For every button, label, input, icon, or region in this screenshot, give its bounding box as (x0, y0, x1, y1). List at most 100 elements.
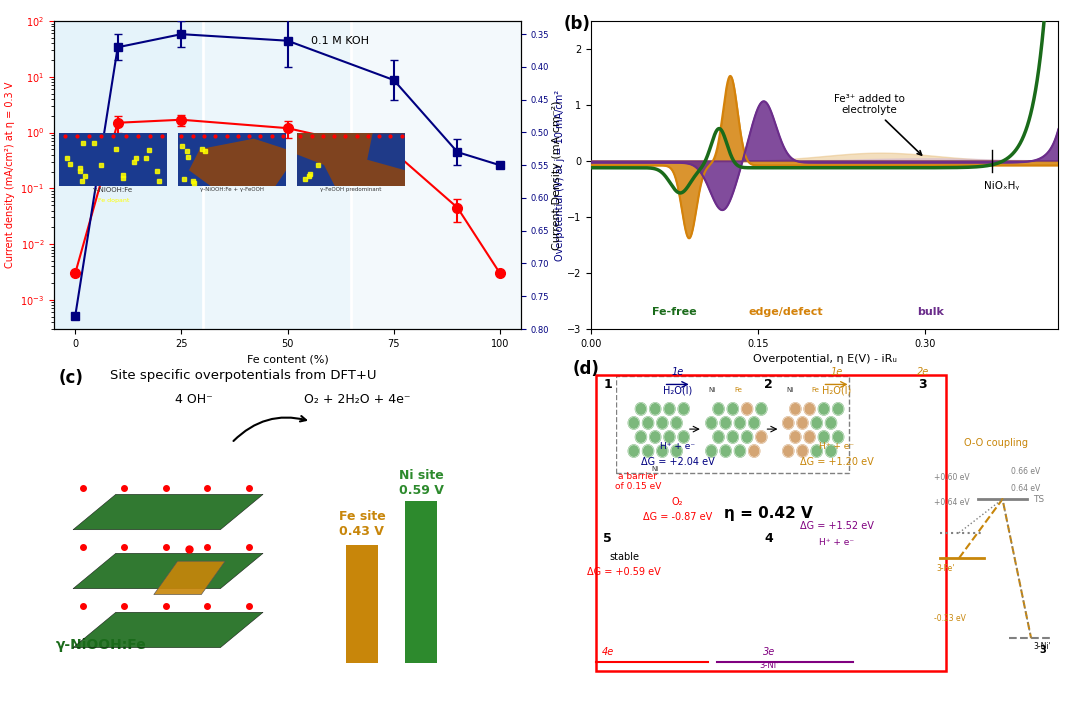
Circle shape (805, 431, 815, 443)
Text: Fe dopant: Fe dopant (97, 197, 130, 203)
Circle shape (783, 417, 794, 429)
Text: ΔG = +2.04 eV: ΔG = +2.04 eV (640, 456, 715, 467)
Circle shape (819, 403, 829, 415)
Text: NiOₓHᵧ: NiOₓHᵧ (984, 181, 1020, 191)
Text: 0.64 eV: 0.64 eV (1011, 484, 1040, 493)
Text: 2: 2 (765, 378, 773, 390)
Text: Site specific overpotentials from DFT+U: Site specific overpotentials from DFT+U (110, 369, 377, 382)
Text: Fe site
0.43 V: Fe site 0.43 V (338, 510, 386, 538)
Text: 1: 1 (604, 378, 612, 390)
Circle shape (635, 431, 647, 443)
Circle shape (756, 403, 767, 415)
Bar (351, 21, 522, 329)
Circle shape (678, 403, 689, 415)
Circle shape (819, 431, 829, 443)
Text: edge/defect: edge/defect (748, 307, 823, 317)
Text: Ni: Ni (651, 466, 659, 472)
Text: (c): (c) (58, 369, 83, 387)
Circle shape (720, 417, 731, 429)
Circle shape (727, 403, 739, 415)
Text: a barrier
of 0.15 eV: a barrier of 0.15 eV (615, 472, 661, 491)
Circle shape (825, 445, 837, 457)
Text: 5: 5 (604, 531, 612, 545)
Text: 2e: 2e (917, 367, 929, 377)
Text: 4 OH⁻: 4 OH⁻ (175, 393, 213, 406)
Text: Fe-free: Fe-free (652, 307, 697, 317)
Text: -0.23 eV: -0.23 eV (934, 614, 967, 623)
Text: bulk: bulk (917, 307, 944, 317)
Circle shape (805, 403, 815, 415)
Circle shape (783, 445, 794, 457)
Bar (346, 545, 378, 663)
Circle shape (657, 417, 667, 429)
Circle shape (650, 403, 661, 415)
Circle shape (811, 417, 822, 429)
Text: O-O coupling: O-O coupling (964, 439, 1028, 449)
Text: H₂O(l): H₂O(l) (663, 385, 692, 396)
Text: O₂: O₂ (672, 496, 684, 507)
Circle shape (706, 445, 717, 457)
Circle shape (789, 431, 801, 443)
Circle shape (664, 431, 675, 443)
Circle shape (657, 445, 667, 457)
Circle shape (650, 431, 661, 443)
Text: ΔG = +1.20 eV: ΔG = +1.20 eV (799, 456, 874, 467)
Circle shape (833, 403, 843, 415)
Circle shape (629, 445, 639, 457)
X-axis label: γ-NiOOH:Fe: γ-NiOOH:Fe (93, 187, 134, 194)
Text: 3-Fe': 3-Fe' (936, 564, 955, 573)
Circle shape (748, 445, 759, 457)
Polygon shape (189, 138, 286, 186)
Text: η = 0.42 V: η = 0.42 V (725, 506, 813, 522)
FancyBboxPatch shape (616, 376, 849, 473)
Text: (b): (b) (563, 15, 590, 33)
Circle shape (734, 417, 745, 429)
Text: O₂ + 2H₂O + 4e⁻: O₂ + 2H₂O + 4e⁻ (305, 393, 410, 406)
Text: 0.1 M KOH: 0.1 M KOH (311, 37, 369, 46)
Circle shape (825, 417, 837, 429)
Text: +0.60 eV: +0.60 eV (934, 473, 970, 482)
Text: Ni site
0.59 V: Ni site 0.59 V (399, 470, 444, 497)
Text: ΔG = +1.52 eV: ΔG = +1.52 eV (799, 521, 874, 531)
Bar (54, 21, 203, 329)
Circle shape (713, 431, 724, 443)
Text: H₂O(l): H₂O(l) (822, 385, 851, 396)
Bar (405, 501, 437, 663)
Circle shape (797, 417, 808, 429)
Circle shape (797, 445, 808, 457)
Polygon shape (367, 133, 405, 170)
Circle shape (811, 445, 822, 457)
Polygon shape (73, 553, 264, 589)
Text: stable: stable (609, 552, 639, 562)
Text: ΔG = +0.59 eV: ΔG = +0.59 eV (588, 567, 661, 577)
Circle shape (706, 417, 717, 429)
Circle shape (720, 445, 731, 457)
Circle shape (727, 431, 739, 443)
Circle shape (756, 431, 767, 443)
Circle shape (629, 417, 639, 429)
Text: Ni: Ni (708, 388, 716, 393)
Text: 3-Ni': 3-Ni' (1034, 642, 1051, 651)
Text: 1e: 1e (831, 367, 842, 377)
Y-axis label: Overpotential (V) at j = 10 mA/cm²: Overpotential (V) at j = 10 mA/cm² (555, 89, 565, 260)
Circle shape (671, 417, 683, 429)
Polygon shape (297, 154, 335, 186)
Circle shape (748, 417, 759, 429)
Text: H⁺ + e⁻: H⁺ + e⁻ (819, 538, 854, 547)
Y-axis label: Current Density (mA cm⁻²): Current Density (mA cm⁻²) (552, 100, 562, 250)
Polygon shape (297, 133, 405, 186)
X-axis label: γ-FeOOH predominant: γ-FeOOH predominant (321, 187, 381, 192)
Text: +0.64 eV: +0.64 eV (934, 498, 970, 508)
Text: Fe³⁺ added to
electrolyte: Fe³⁺ added to electrolyte (834, 94, 921, 155)
Bar (203, 21, 351, 329)
Polygon shape (153, 561, 225, 595)
Circle shape (635, 403, 647, 415)
Circle shape (734, 445, 745, 457)
X-axis label: Fe content (%): Fe content (%) (246, 355, 328, 364)
Text: 3e: 3e (762, 647, 774, 658)
Text: 1e: 1e (672, 367, 684, 377)
Text: 4: 4 (765, 531, 773, 545)
Circle shape (742, 431, 753, 443)
Circle shape (664, 403, 675, 415)
Text: Ni: Ni (786, 388, 794, 393)
